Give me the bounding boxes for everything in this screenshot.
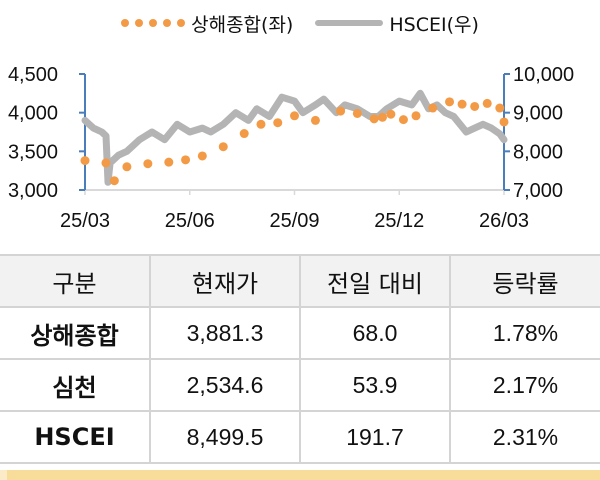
shanghai-point xyxy=(256,119,266,129)
row-name: HSCEI xyxy=(0,410,151,464)
left-axis-tick-label: 4,000 xyxy=(8,103,58,125)
shanghai-point xyxy=(482,98,492,108)
row-rate: 1.78% xyxy=(449,306,600,360)
x-tick-label: 25/12 xyxy=(374,210,424,232)
chart-legend: 상해종합(좌) HSCEI(우) xyxy=(0,8,600,38)
shanghai-point xyxy=(398,115,408,125)
x-tick-label: 25/06 xyxy=(165,210,215,232)
shanghai-point xyxy=(457,99,467,109)
chart-axis-labels: 25/03 25/06 25/09 25/12 26/03 4,500 4,000 3,500… xyxy=(8,64,574,232)
shanghai-point xyxy=(197,151,207,161)
solid-line-swatch-icon xyxy=(315,20,384,26)
table-row: 심천 2,534.6 53.9 2.17% xyxy=(0,358,600,412)
table-header-row: 구분 현재가 전일 대비 등락률 xyxy=(0,254,600,308)
shanghai-point xyxy=(445,97,455,107)
shanghai-point xyxy=(310,115,320,125)
shanghai-point xyxy=(499,117,509,127)
shanghai-point xyxy=(181,155,191,165)
right-axis-tick-label: 7,000 xyxy=(513,180,563,202)
left-axis-tick-label: 4,500 xyxy=(8,64,58,86)
header-rate: 등락률 xyxy=(449,254,600,308)
shanghai-point xyxy=(470,101,480,111)
row-rate: 2.17% xyxy=(449,358,600,412)
row-change: 191.7 xyxy=(299,410,451,464)
shanghai-point xyxy=(428,103,438,113)
right-axis-tick-label: 9,000 xyxy=(513,103,563,125)
table-row: HSCEI 8,499.5 191.7 2.31% xyxy=(0,410,600,464)
shanghai-point xyxy=(411,111,421,121)
hscei-line xyxy=(81,89,508,186)
shanghai-point xyxy=(101,158,111,168)
left-axis-tick-label: 3,000 xyxy=(8,180,58,202)
row-name: 상해종합 xyxy=(0,306,151,360)
x-tick-label: 25/03 xyxy=(60,210,110,232)
x-tick-label: 26/03 xyxy=(479,210,529,232)
legend-label-hscei: HSCEI(우) xyxy=(389,13,479,36)
shanghai-point xyxy=(218,142,228,152)
row-rate: 2.31% xyxy=(449,410,600,464)
shanghai-point xyxy=(290,111,299,121)
row-price: 8,499.5 xyxy=(149,410,301,464)
shanghai-point xyxy=(109,176,119,186)
shanghai-point xyxy=(239,129,249,139)
footer-band xyxy=(0,470,600,480)
row-price: 2,534.6 xyxy=(149,358,301,412)
chart-axes xyxy=(79,73,510,195)
legend-label-shanghai: 상해종합(좌) xyxy=(191,13,294,36)
shanghai-point xyxy=(80,156,90,166)
right-axis-tick-label: 8,000 xyxy=(513,141,563,163)
chart-series xyxy=(80,89,509,186)
shanghai-point xyxy=(336,106,346,116)
table-row: 상해종합 3,881.3 68.0 1.78% xyxy=(0,306,600,360)
line-chart: 25/03 25/06 25/09 25/12 26/03 4,500 4,000 3,500… xyxy=(8,64,574,232)
row-change: 68.0 xyxy=(299,306,451,360)
legend-item-shanghai: 상해종합(좌) xyxy=(121,10,293,37)
dotted-line-swatch-icon xyxy=(121,19,186,27)
shanghai-point xyxy=(122,162,132,172)
header-category: 구분 xyxy=(0,254,151,308)
x-tick-label: 25/09 xyxy=(269,210,319,232)
legend-item-hscei: HSCEI(우) xyxy=(315,10,479,37)
shanghai-point xyxy=(377,112,387,122)
shanghai-point xyxy=(352,108,362,118)
right-axis-tick-label: 10,000 xyxy=(513,64,574,86)
shanghai-point xyxy=(273,118,283,128)
left-axis-tick-label: 3,500 xyxy=(8,141,58,163)
shanghai-point xyxy=(386,109,396,119)
header-price: 현재가 xyxy=(149,254,301,308)
shanghai-point xyxy=(143,159,153,169)
shanghai-point xyxy=(495,103,505,113)
shanghai-point xyxy=(164,157,174,167)
header-change: 전일 대비 xyxy=(299,254,451,308)
row-price: 3,881.3 xyxy=(149,306,301,360)
shanghai-point xyxy=(369,114,379,124)
row-change: 53.9 xyxy=(299,358,451,412)
row-name: 심천 xyxy=(0,358,151,412)
index-summary-table: 구분 현재가 전일 대비 등락률 상해종합 3,881.3 68.0 1.78%… xyxy=(0,254,600,464)
